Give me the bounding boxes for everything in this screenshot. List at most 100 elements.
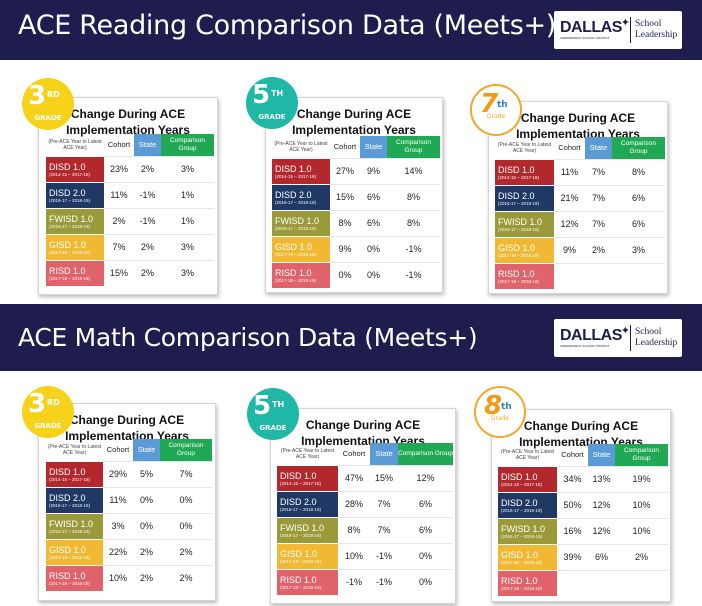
district-years: (2017-18 – 2018-19) [275,277,317,283]
district-cell: DISD 1.0 (2014-15 – 2017-18) [46,155,104,182]
grade-suffix: TH [272,400,285,409]
grade-number: 8 [484,391,503,421]
table-row: GISD 1.0 (2017-18 – 2018-19) 7% 2% 3% [46,233,214,260]
cohort-value: 12% [554,210,585,237]
district-cell: RISD 1.0 (2017-18 – 2018-19) [498,569,557,596]
comparison-group-header: Comparison Group [160,439,212,461]
district-years: (2016-17 – 2018-19) [280,532,322,538]
pre-ace-header: (Pre-ACE Year to Latest ACE Year) [47,443,102,456]
cohort-value: 16% [557,517,588,544]
state-value: -1% [370,568,398,595]
state-value: 6% [360,209,387,236]
cohort-value: 10% [103,564,133,591]
table-row: FWISD 1.0 (2016-17 – 2018-19) 16% 12% 10% [498,517,668,544]
comparison-value: 0% [398,542,453,569]
district-years: (2017-18 – 2018-19) [49,554,91,560]
district-cell: DISD 1.0 (2014-15 – 2017-18) [46,460,103,487]
district-name: GISD 1.0 [49,544,87,555]
grade-number: 3 [28,81,47,111]
table-row: DISD 1.0 (2014-15 – 2017-18) 23% 2% 3% [46,155,214,182]
state-value: 0% [360,261,387,288]
cohort-header: Cohort [333,142,357,151]
district-cell: GISD 1.0 (2017-18 – 2018-19) [272,235,330,262]
district-cell: FWISD 1.0 (2016-17 – 2018-19) [277,516,338,543]
district-name: RISD 1.0 [501,575,538,586]
comparison-table: (Pre-ACE Year to Latest ACE Year) Cohort S… [46,134,214,286]
comparison-value: 6% [398,490,453,517]
comparison-group-header: Comparison Group [387,136,440,158]
table-header-row: (Pre-ACE Year to Latest ACE Year) Cohort S… [495,137,665,159]
comparison-value [612,262,665,289]
district-cell: DISD 1.0 (2014-15 – 2017-18) [495,158,554,185]
cohort-value: 7% [104,233,134,260]
state-header: State [360,136,387,158]
district-name: FWISD 1.0 [275,215,320,226]
logo-subtext: INDEPENDENT SCHOOL DISTRICT [560,344,610,348]
district-name: DISD 2.0 [49,492,86,503]
comparison-value: 6% [398,516,453,543]
state-value: 2% [133,564,160,591]
state-value: 15% [370,464,398,491]
district-name: DISD 1.0 [280,470,317,481]
table-row: GISD 1.0 (2017-18 – 2018-19) 10% -1% 0% [277,542,453,569]
district-cell: GISD 1.0 (2017-18 – 2018-19) [498,543,557,570]
comparison-value: 1% [161,181,214,208]
district-years: (2017-18 – 2018-19) [498,278,540,284]
logo-school-leadership: School Leadership [635,19,678,40]
district-name: FWISD 1.0 [498,216,543,227]
district-cell: FWISD 1.0 (2016-17 – 2018-19) [46,512,103,539]
table-row: RISD 1.0 (2017-18 – 2018-19) 0% 0% -1% [272,261,440,288]
comparison-value [615,569,668,596]
cohort-value: 0% [330,261,360,288]
district-name: FWISD 1.0 [49,518,94,529]
comparison-value: 7% [160,460,212,487]
state-value: 5% [133,460,160,487]
comparison-value: 3% [161,155,214,182]
grade-badge: 5 TH GRADE [246,77,298,129]
table-row: GISD 1.0 (2017-18 – 2018-19) 9% 2% 3% [495,236,665,263]
district-name: GISD 1.0 [49,239,87,250]
grade-badge: 3 RD GRADE [22,386,74,438]
cohort-header: Cohort [558,143,581,152]
cohort-value: 28% [338,490,370,517]
state-header: State [588,444,615,466]
grade-suffix: th [497,100,508,110]
grade-label: GRADE [259,424,287,432]
cohort-value: 15% [330,183,360,210]
state-value: 2% [133,538,160,565]
grade-label: GRADE [258,113,286,121]
card-title: Change During ACE Implementation Years [292,107,416,137]
district-cell: FWISD 1.0 (2016-17 – 2018-19) [498,517,557,544]
comparison-group-header: Comparison Group [615,444,668,466]
table-row: DISD 2.0 (2016-17 – 2018-19) 11% 0% 0% [46,486,212,513]
state-value [588,569,615,596]
district-years: (2016-17 – 2018-19) [498,200,540,206]
logo-divider [630,325,631,351]
comparison-value: 12% [398,464,453,491]
comparison-value: 0% [160,486,212,513]
comparison-value: 1% [161,207,214,234]
comparison-value: 3% [161,259,214,286]
district-cell: RISD 1.0 (2017-18 – 2018-19) [272,261,330,288]
table-row: FWISD 1.0 (2016-17 – 2018-19) 2% -1% 1% [46,207,214,234]
state-value: 12% [588,491,615,518]
state-value: 12% [588,517,615,544]
district-years: (2014-15 – 2017-18) [280,480,322,486]
comparison-value: 6% [612,184,665,211]
math-banner: ACE Math Comparison Data (Meets+) DALLAS… [0,304,702,371]
district-years: (2016-17 – 2018-19) [49,502,91,508]
district-years: (2016-17 – 2018-19) [280,506,322,512]
grade-suffix: TH [271,89,284,98]
district-name: DISD 2.0 [275,189,312,200]
cohort-value: 11% [554,158,585,185]
table-header-row: (Pre-ACE Year to Latest ACE Year) Cohort S… [46,439,212,461]
district-years: (2014-15 – 2017-18) [498,174,540,180]
state-value: 13% [588,465,615,492]
cohort-value: 21% [554,184,585,211]
state-value: 7% [370,490,398,517]
district-cell: GISD 1.0 (2017-18 – 2018-19) [46,538,103,565]
district-cell: GISD 1.0 (2017-18 – 2018-19) [46,233,104,260]
logo-divider [630,17,631,43]
district-name: FWISD 1.0 [280,522,325,533]
